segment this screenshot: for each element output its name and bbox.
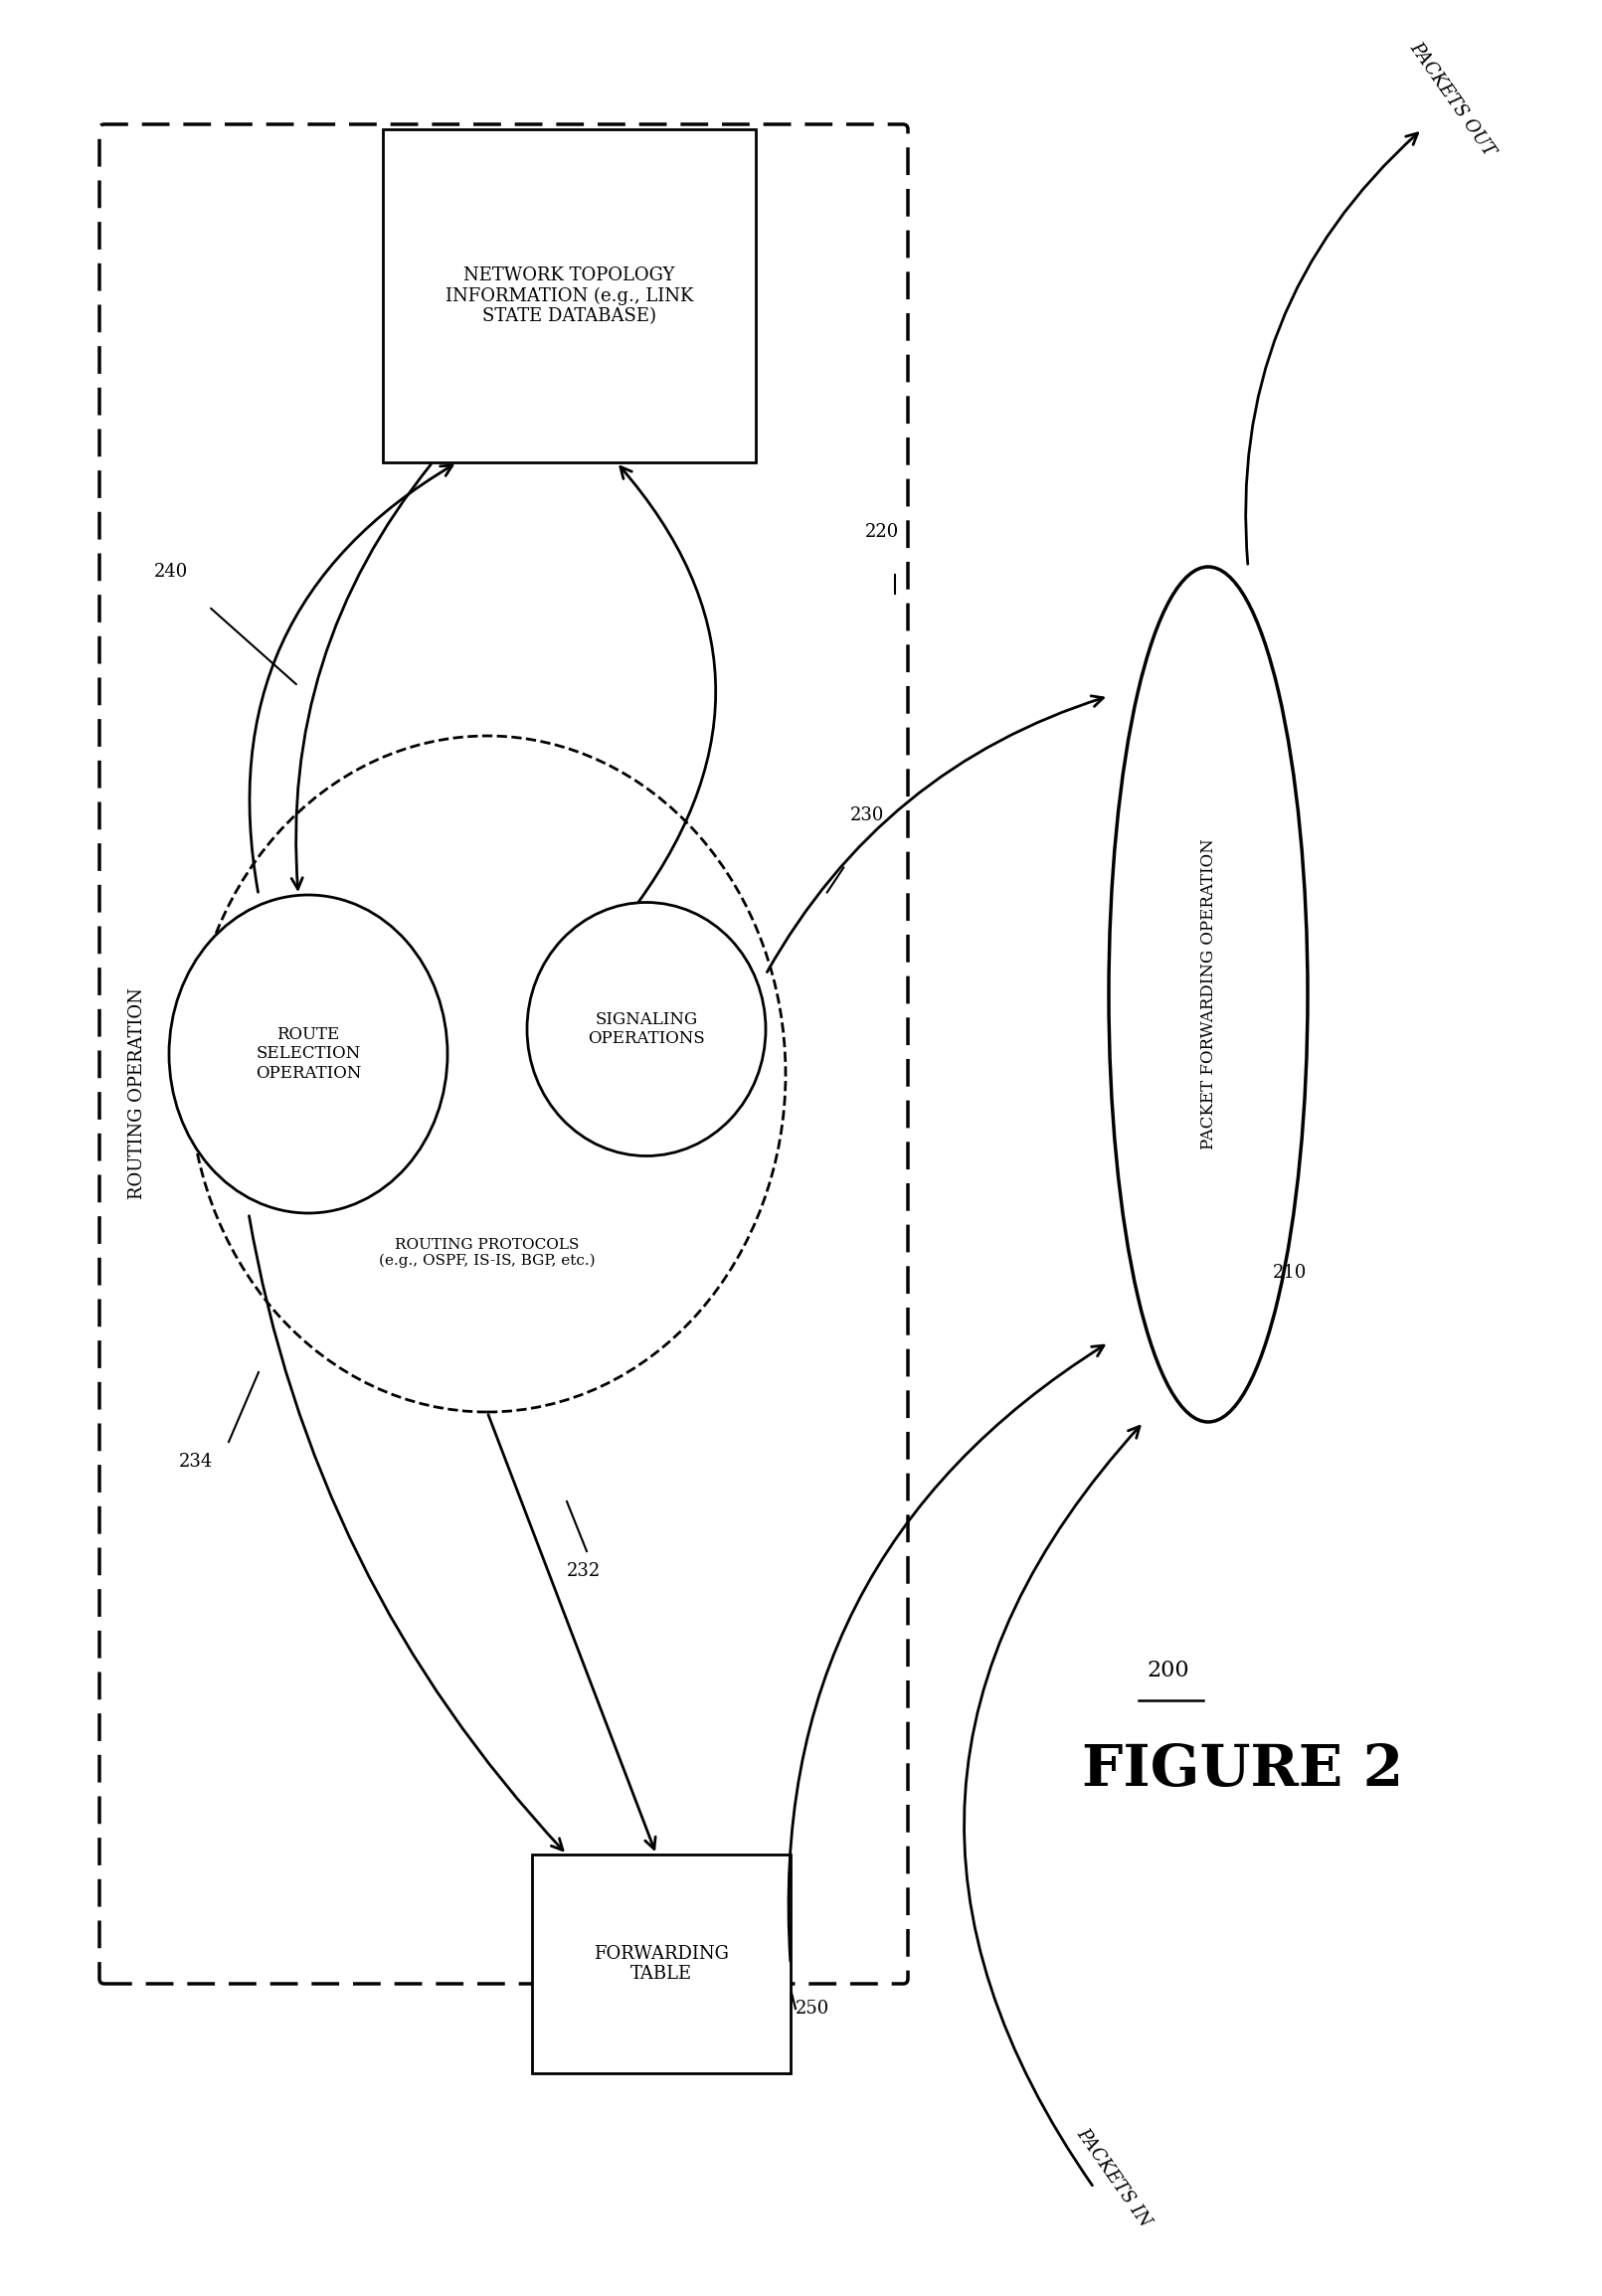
FancyBboxPatch shape — [532, 1855, 790, 2073]
Text: PACKETS OUT: PACKETS OUT — [1407, 39, 1498, 161]
Text: NETWORK TOPOLOGY
INFORMATION (e.g., LINK
STATE DATABASE): NETWORK TOPOLOGY INFORMATION (e.g., LINK… — [445, 266, 694, 326]
Ellipse shape — [1109, 567, 1307, 1421]
FancyBboxPatch shape — [383, 129, 756, 461]
FancyBboxPatch shape — [99, 124, 908, 1984]
Text: FORWARDING
TABLE: FORWARDING TABLE — [594, 1945, 729, 1984]
Text: 200: 200 — [1147, 1660, 1190, 1681]
Text: 220: 220 — [865, 523, 899, 542]
Text: 210: 210 — [1274, 1263, 1307, 1281]
Text: PACKETS IN: PACKETS IN — [1073, 2124, 1155, 2229]
Text: ROUTING PROTOCOLS
(e.g., OSPF, IS-IS, BGP, etc.): ROUTING PROTOCOLS (e.g., OSPF, IS-IS, BG… — [380, 1238, 596, 1267]
Text: 230: 230 — [851, 806, 884, 824]
Text: SIGNALING
OPERATIONS: SIGNALING OPERATIONS — [588, 1010, 705, 1047]
Ellipse shape — [170, 895, 447, 1212]
Text: ROUTE
SELECTION
OPERATION: ROUTE SELECTION OPERATION — [255, 1026, 360, 1081]
Text: 240: 240 — [154, 563, 187, 581]
Text: 232: 232 — [567, 1561, 601, 1580]
Text: 234: 234 — [179, 1453, 213, 1472]
Text: 250: 250 — [796, 2000, 830, 2018]
Text: PACKET FORWARDING OPERATION: PACKET FORWARDING OPERATION — [1200, 838, 1216, 1150]
Ellipse shape — [527, 902, 766, 1155]
Text: FIGURE 2: FIGURE 2 — [1083, 1743, 1403, 1798]
Text: ROUTING OPERATION: ROUTING OPERATION — [128, 987, 146, 1199]
Ellipse shape — [189, 735, 785, 1412]
